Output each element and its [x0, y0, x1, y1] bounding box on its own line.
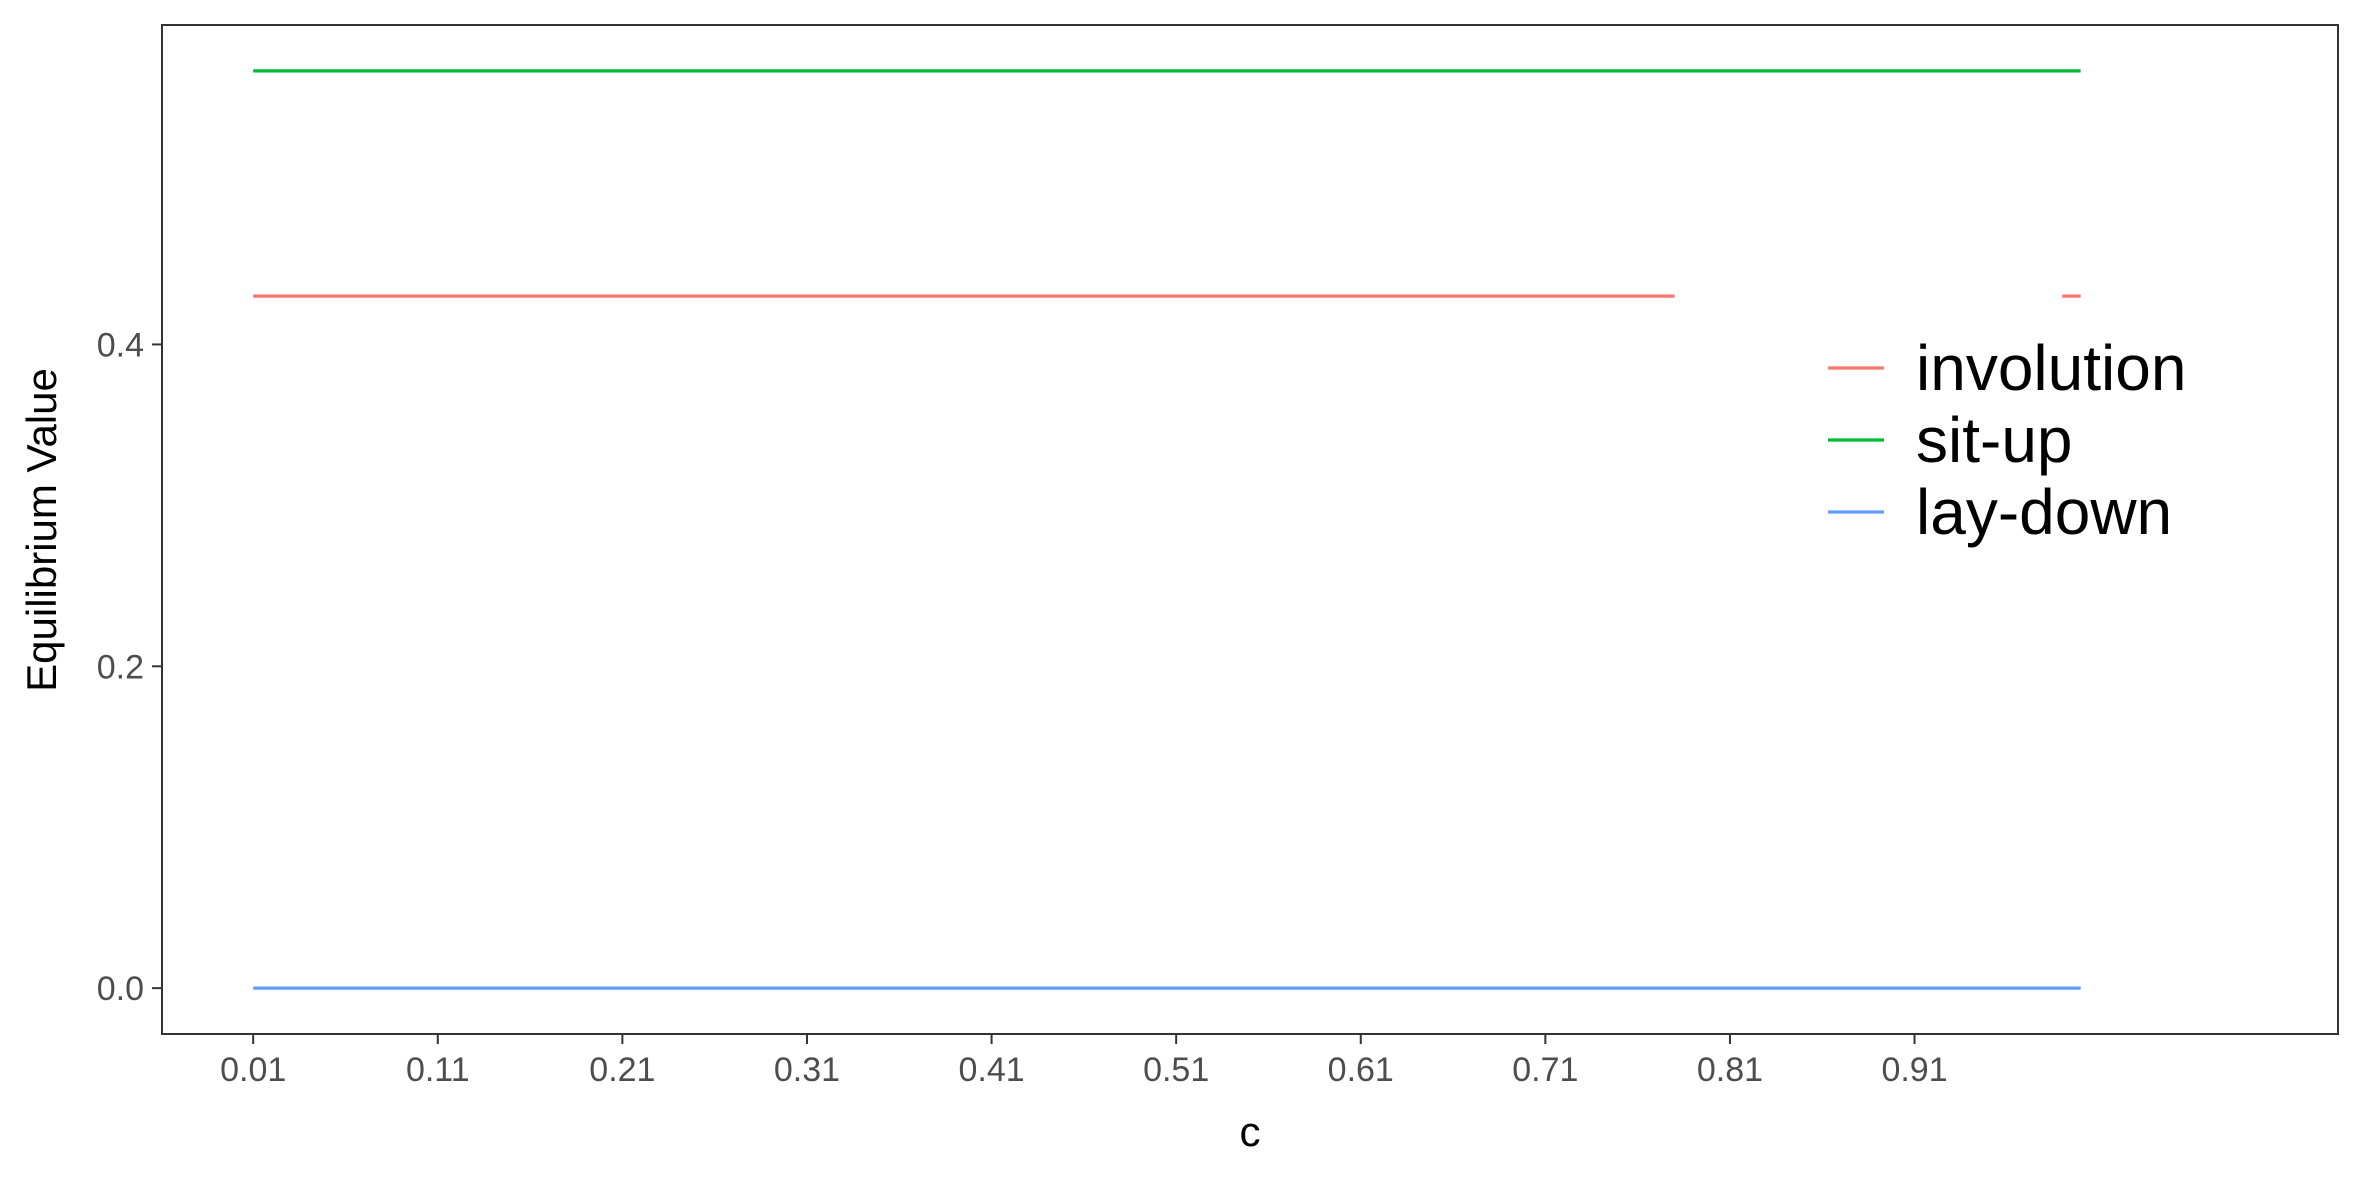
- x-tick-label: 0.41: [958, 1051, 1024, 1089]
- legend-label-sit-up: sit-up: [1916, 404, 2073, 476]
- x-tick-label: 0.21: [589, 1051, 655, 1089]
- series-layer: [253, 69, 2081, 990]
- y-axis-title: Equilibrium Value: [18, 368, 65, 692]
- x-tick-label: 0.91: [1881, 1051, 1947, 1089]
- plot-panel: [161, 24, 2339, 1035]
- y-tick-label: 0.0: [97, 970, 144, 1008]
- x-tick-label: 0.31: [774, 1051, 840, 1089]
- x-tick-label: 0.51: [1143, 1051, 1209, 1089]
- x-tick-label: 0.81: [1697, 1051, 1763, 1089]
- x-tick-label: 0.71: [1512, 1051, 1578, 1089]
- x-axis-title: c: [1240, 1108, 1261, 1155]
- legend-label-involution: involution: [1916, 332, 2186, 404]
- y-axis: 0.0 0.2 0.4: [97, 326, 162, 1008]
- legend-label-lay-down: lay-down: [1916, 476, 2172, 548]
- x-axis: 0.01 0.11 0.21 0.31 0.41 0.51 0.61 0.71 0.81 0.91: [220, 1034, 1948, 1089]
- y-tick-label: 0.2: [97, 648, 144, 686]
- x-tick-label: 0.61: [1328, 1051, 1394, 1089]
- x-tick-label: 0.01: [220, 1051, 286, 1089]
- x-tick-label: 0.11: [406, 1051, 470, 1089]
- y-tick-label: 0.4: [97, 326, 144, 364]
